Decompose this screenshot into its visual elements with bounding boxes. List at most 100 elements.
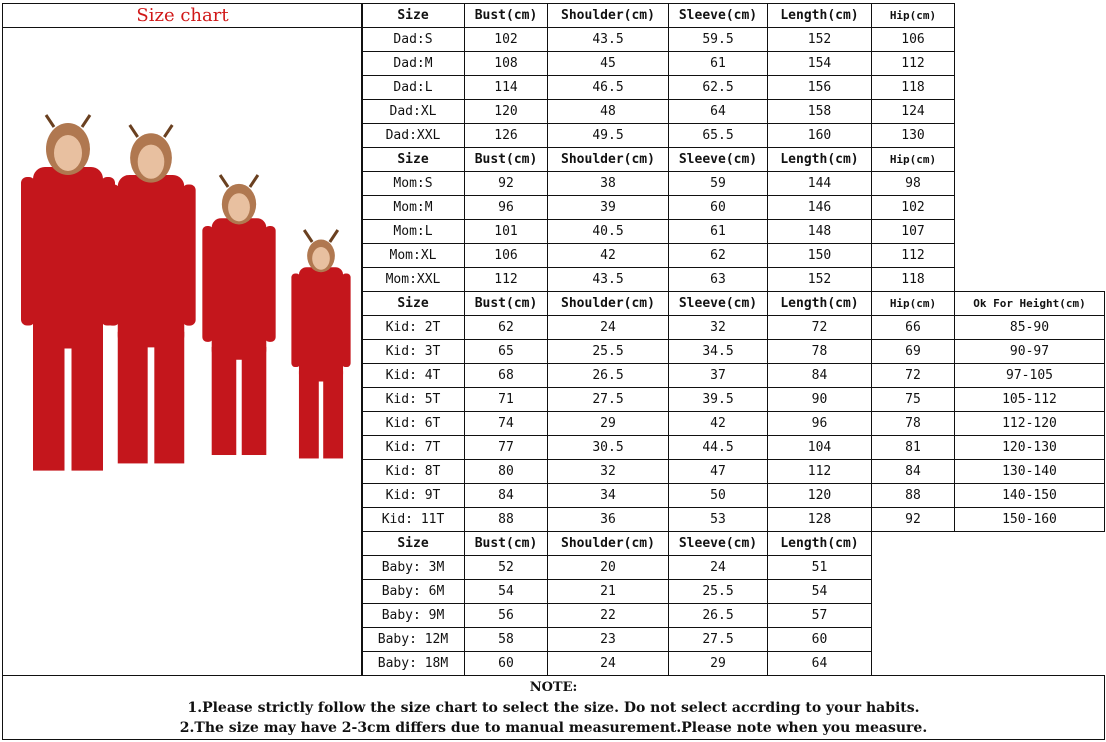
table-cell: 106 — [464, 243, 548, 268]
table-cell: 66 — [871, 315, 955, 340]
table-cell: 154 — [767, 51, 872, 76]
table-cell: 140-150 — [954, 483, 1105, 508]
table-cell: 50 — [668, 483, 768, 508]
column-header: Sleeve(cm) — [668, 147, 768, 172]
table-cell: 54 — [767, 579, 872, 604]
table-cell: 36 — [547, 507, 669, 532]
table-cell: 92 — [464, 171, 548, 196]
size-chart-title: Size chart — [2, 3, 363, 28]
table-cell: Baby: 12M — [361, 627, 465, 652]
table-cell: 21 — [547, 579, 669, 604]
table-cell: 61 — [668, 219, 768, 244]
table-cell: 34.5 — [668, 339, 768, 364]
table-cell: 81 — [871, 435, 955, 460]
table-cell: Baby: 18M — [361, 651, 465, 676]
column-header: Bust(cm) — [464, 3, 548, 28]
table-cell: 126 — [464, 123, 548, 148]
column-header: Length(cm) — [767, 3, 872, 28]
table-cell: 53 — [668, 507, 768, 532]
table-cell: 112-120 — [954, 411, 1105, 436]
note-title: NOTE: — [529, 680, 578, 695]
table-cell: 51 — [767, 555, 872, 580]
column-header: Shoulder(cm) — [547, 3, 669, 28]
table-cell: 65 — [464, 339, 548, 364]
column-header: Bust(cm) — [464, 147, 548, 172]
table-cell: 42 — [547, 243, 669, 268]
table-cell: 112 — [871, 51, 955, 76]
column-header: Hip(cm) — [871, 147, 955, 172]
table-cell: 102 — [464, 27, 548, 52]
table-cell: 46.5 — [547, 75, 669, 100]
table-cell: 43.5 — [547, 267, 669, 292]
column-header: Bust(cm) — [464, 291, 548, 316]
table-cell: 65.5 — [668, 123, 768, 148]
table-cell: Baby: 9M — [361, 603, 465, 628]
table-cell: 44.5 — [668, 435, 768, 460]
table-cell: Kid: 3T — [361, 339, 465, 364]
column-header: Length(cm) — [767, 291, 872, 316]
column-header: Size — [361, 3, 465, 28]
table-cell: 45 — [547, 51, 669, 76]
table-cell: 72 — [871, 363, 955, 388]
person-figure — [21, 114, 115, 471]
table-cell: Dad:M — [361, 51, 465, 76]
product-image — [2, 27, 363, 676]
table-cell: 120-130 — [954, 435, 1105, 460]
table-cell: 72 — [767, 315, 872, 340]
table-cell: 84 — [871, 459, 955, 484]
table-cell: 62 — [668, 243, 768, 268]
table-cell: 75 — [871, 387, 955, 412]
table-cell: 144 — [767, 171, 872, 196]
table-cell: 26.5 — [668, 603, 768, 628]
table-cell: 78 — [767, 339, 872, 364]
table-cell: 63 — [668, 267, 768, 292]
table-cell: 22 — [547, 603, 669, 628]
table-cell: 49.5 — [547, 123, 669, 148]
table-cell: 37 — [668, 363, 768, 388]
table-cell: 80 — [464, 459, 548, 484]
table-cell: 90-97 — [954, 339, 1105, 364]
table-cell: 118 — [871, 267, 955, 292]
table-cell: 57 — [767, 603, 872, 628]
table-cell: 60 — [767, 627, 872, 652]
table-cell: 77 — [464, 435, 548, 460]
table-cell: 96 — [464, 195, 548, 220]
table-cell: 62.5 — [668, 75, 768, 100]
table-cell: 52 — [464, 555, 548, 580]
column-header: Sleeve(cm) — [668, 3, 768, 28]
column-header: Sleeve(cm) — [668, 291, 768, 316]
column-header: Shoulder(cm) — [547, 147, 669, 172]
table-cell: 114 — [464, 75, 548, 100]
table-cell: 56 — [464, 603, 548, 628]
table-cell: 58 — [464, 627, 548, 652]
table-cell: 102 — [871, 195, 955, 220]
table-cell: 23 — [547, 627, 669, 652]
table-cell: 106 — [871, 27, 955, 52]
table-cell: 130 — [871, 123, 955, 148]
column-header: Length(cm) — [767, 531, 872, 556]
table-cell: 120 — [767, 483, 872, 508]
table-cell: 88 — [464, 507, 548, 532]
table-cell: 118 — [871, 75, 955, 100]
table-cell: Kid: 8T — [361, 459, 465, 484]
table-cell: Dad:S — [361, 27, 465, 52]
table-cell: 92 — [871, 507, 955, 532]
table-cell: 120 — [464, 99, 548, 124]
table-cell: 69 — [871, 339, 955, 364]
note-box: NOTE: 1.Please strictly follow the size … — [2, 675, 1105, 740]
column-header: Length(cm) — [767, 147, 872, 172]
table-cell: 39 — [547, 195, 669, 220]
family-reindeer-onesie-icon — [21, 114, 351, 471]
table-cell: Kid: 9T — [361, 483, 465, 508]
table-cell: 104 — [767, 435, 872, 460]
table-cell: 54 — [464, 579, 548, 604]
table-cell: Mom:L — [361, 219, 465, 244]
table-cell: 124 — [871, 99, 955, 124]
table-cell: 29 — [668, 651, 768, 676]
table-cell: 47 — [668, 459, 768, 484]
table-cell: 27.5 — [547, 387, 669, 412]
table-cell: 85-90 — [954, 315, 1105, 340]
table-cell: 29 — [547, 411, 669, 436]
table-cell: 78 — [871, 411, 955, 436]
table-cell: 112 — [871, 243, 955, 268]
